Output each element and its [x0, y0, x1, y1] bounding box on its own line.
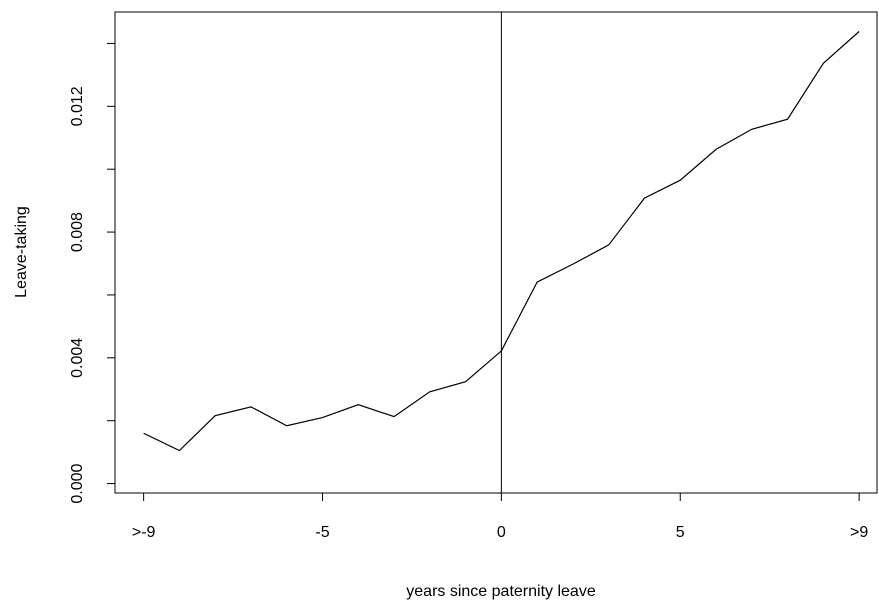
x-tick-label: -5: [315, 524, 329, 541]
y-tick-label: 0.000: [69, 463, 86, 503]
data-line: [143, 31, 860, 452]
x-tick-label: 5: [676, 524, 685, 541]
x-tick-label: 0: [497, 524, 506, 541]
x-axis-title: years since paternity leave: [406, 583, 596, 600]
x-tick-label: >9: [850, 524, 868, 541]
y-tick-label: 0.012: [69, 86, 86, 126]
y-axis-title: Leave-taking: [13, 206, 30, 298]
x-tick-label: >-9: [132, 524, 156, 541]
y-tick-label: 0.008: [69, 212, 86, 252]
y-tick-label: 0.004: [69, 338, 86, 378]
plot-frame: [114, 11, 878, 494]
